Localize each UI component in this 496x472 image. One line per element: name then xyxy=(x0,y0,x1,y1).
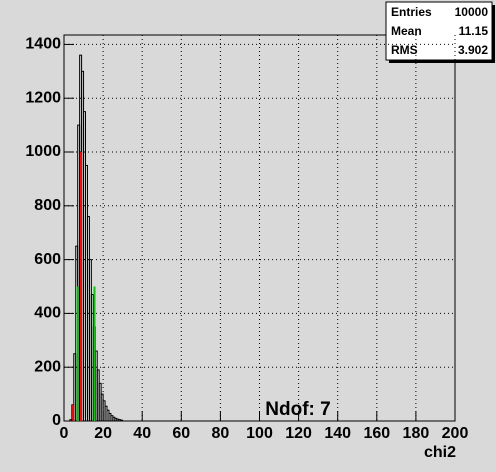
y-tick-label: 600 xyxy=(34,251,61,268)
y-tick-label: 1400 xyxy=(25,36,61,53)
x-tick-label: 20 xyxy=(94,425,112,442)
stats-value: 10000 xyxy=(455,5,489,19)
stats-value: 3.902 xyxy=(458,43,488,57)
y-tick-label: 800 xyxy=(34,197,61,214)
x-tick-label: 80 xyxy=(212,425,230,442)
x-tick-label: 200 xyxy=(442,425,469,442)
stats-label: Entries xyxy=(391,5,432,19)
x-tick-label: 180 xyxy=(403,425,430,442)
x-tick-label: 160 xyxy=(363,425,390,442)
stats-label: Mean xyxy=(391,24,422,38)
y-tick-label: 1000 xyxy=(25,143,61,160)
x-tick-label: 0 xyxy=(60,425,69,442)
stats-label: RMS xyxy=(391,43,418,57)
bar xyxy=(120,419,124,422)
y-tick-label: 1200 xyxy=(25,89,61,106)
y-tick-label: 200 xyxy=(34,358,61,375)
x-tick-label: 60 xyxy=(172,425,190,442)
x-tick-label: 120 xyxy=(285,425,312,442)
x-tick-label: 140 xyxy=(324,425,351,442)
x-tick-label: 100 xyxy=(246,425,273,442)
stats-box xyxy=(385,1,493,61)
y-tick-label: 400 xyxy=(34,305,61,322)
annotation: Ndof: 7 xyxy=(265,399,330,420)
x-axis-label: chi2 xyxy=(424,444,456,461)
stats-value: 11.15 xyxy=(459,24,489,38)
x-tick-label: 40 xyxy=(133,425,151,442)
y-tick-label: 0 xyxy=(52,412,61,429)
